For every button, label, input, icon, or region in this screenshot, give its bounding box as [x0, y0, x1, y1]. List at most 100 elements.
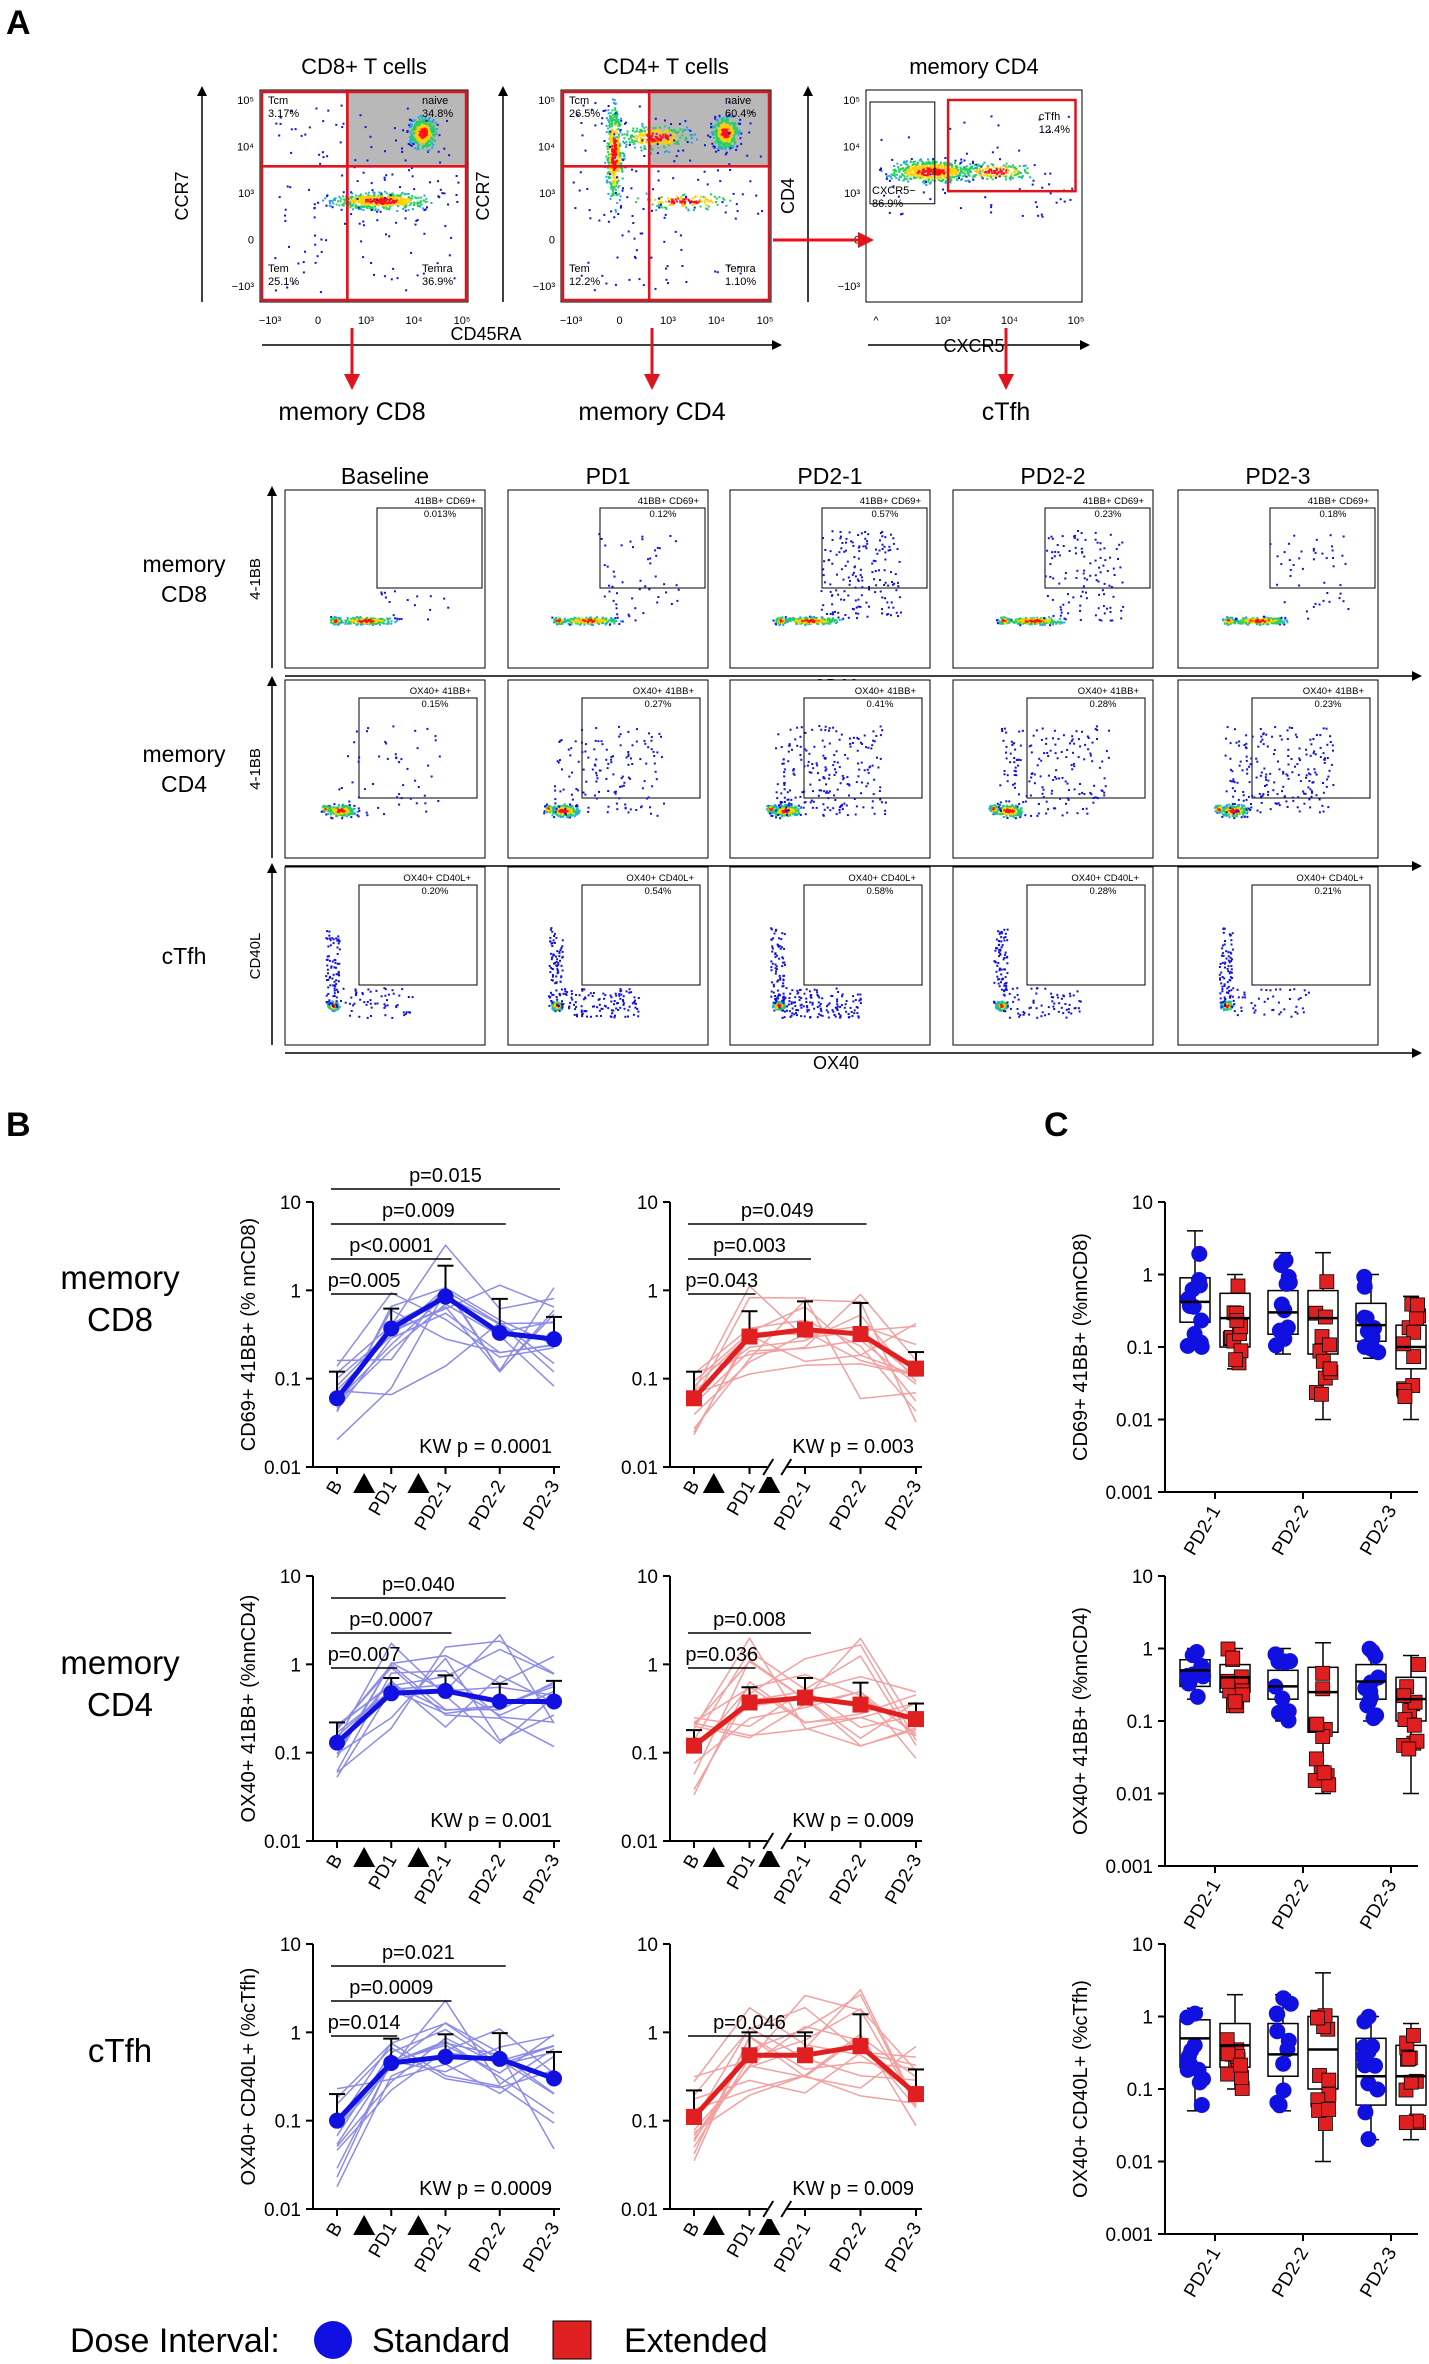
cell-dot [426, 135, 429, 138]
cell-dot [1000, 621, 1003, 624]
cell-dot [1258, 620, 1261, 623]
cell-dot [413, 138, 416, 141]
cell-dot [1119, 566, 1122, 569]
cell-dot [903, 169, 906, 172]
cell-dot [893, 172, 896, 174]
cell-dot [976, 165, 979, 167]
cell-dot [364, 201, 367, 204]
cell-dot [965, 168, 968, 171]
cell-dot [977, 172, 980, 174]
cell-dot [945, 164, 947, 167]
cell-dot [398, 203, 401, 206]
cell-dot [629, 135, 632, 138]
cell-dot [1047, 537, 1050, 540]
cell-dot [373, 193, 376, 196]
cell-dot [1002, 172, 1005, 175]
cell-dot [350, 195, 353, 198]
cell-dot [932, 162, 935, 165]
cell-dot [614, 149, 617, 152]
cell-dot [432, 134, 434, 137]
cell-dot [699, 205, 702, 208]
cell-dot [885, 177, 888, 180]
cell-dot [339, 197, 342, 200]
cell-dot [972, 178, 975, 181]
cell-dot [873, 578, 875, 581]
cell-dot [928, 182, 931, 185]
cell-dot [664, 142, 667, 145]
cell-dot [635, 249, 638, 252]
cell-dot [358, 199, 361, 202]
output-label: memory CD4 [578, 398, 725, 426]
cell-dot [681, 265, 684, 267]
gating-ytick: 10³ [844, 188, 860, 200]
cell-dot [732, 132, 735, 135]
cell-dot [1063, 621, 1066, 624]
cell-dot [618, 162, 621, 165]
cell-dot [1096, 541, 1099, 544]
cell-dot [374, 200, 377, 203]
cell-dot [713, 146, 716, 149]
cell-dot [1069, 198, 1072, 201]
cell-dot [864, 545, 867, 548]
cell-dot [422, 136, 425, 139]
cell-dot [724, 119, 727, 122]
cell-dot [968, 169, 971, 172]
cell-dot [879, 579, 881, 582]
cell-dot [350, 191, 353, 194]
cell-dot [456, 201, 459, 203]
cell-dot [1041, 186, 1044, 189]
cell-dot [419, 200, 422, 203]
cell-dot [831, 594, 834, 597]
cell-dot [279, 122, 282, 125]
cell-dot [904, 177, 907, 180]
cell-dot [604, 109, 607, 112]
cell-dot [606, 142, 609, 145]
cell-dot [855, 606, 858, 609]
cell-dot [644, 148, 647, 151]
cell-dot [907, 173, 910, 176]
cell-dot [363, 205, 366, 208]
cell-dot [407, 192, 410, 195]
cell-dot [1081, 551, 1084, 554]
cell-dot [922, 167, 925, 170]
cell-dot [1052, 615, 1055, 617]
cell-dot [715, 197, 718, 200]
cell-dot [426, 149, 429, 152]
cell-dot [675, 155, 678, 158]
cell-dot [901, 212, 904, 215]
cell-dot [379, 621, 382, 624]
cell-dot [374, 195, 377, 197]
cell-dot [927, 171, 930, 174]
cell-dot [290, 110, 293, 113]
cell-dot [428, 122, 431, 125]
cell-dot [556, 623, 558, 626]
cell-dot [1035, 620, 1037, 623]
cell-dot [416, 202, 419, 205]
gate-name: Temra [725, 263, 756, 275]
cell-dot [785, 617, 787, 620]
cell-dot [401, 202, 404, 205]
cell-dot [608, 115, 611, 118]
cell-dot [406, 193, 409, 196]
cell-dot [972, 175, 975, 178]
cell-dot [866, 540, 869, 543]
cell-dot [362, 201, 364, 204]
cell-dot [718, 143, 720, 146]
cell-dot [401, 203, 404, 206]
flow-cell: 41BB+ CD69+0.18% [1177, 489, 1379, 669]
cell-dot [615, 607, 618, 610]
cell-dot [733, 121, 736, 124]
cell-dot [631, 139, 634, 142]
cell-dot [871, 562, 874, 565]
cell-dot [666, 265, 669, 268]
cell-dot [684, 129, 687, 131]
gating-xtick: 10⁴ [1001, 315, 1018, 327]
flow-cell-frame [507, 489, 709, 669]
cell-dot [611, 128, 614, 131]
cell-dot [401, 150, 404, 153]
cell-dot [614, 184, 617, 187]
cell-dot [612, 175, 615, 178]
cell-dot [959, 166, 962, 169]
cell-dot [633, 237, 636, 240]
cell-dot [392, 202, 395, 204]
